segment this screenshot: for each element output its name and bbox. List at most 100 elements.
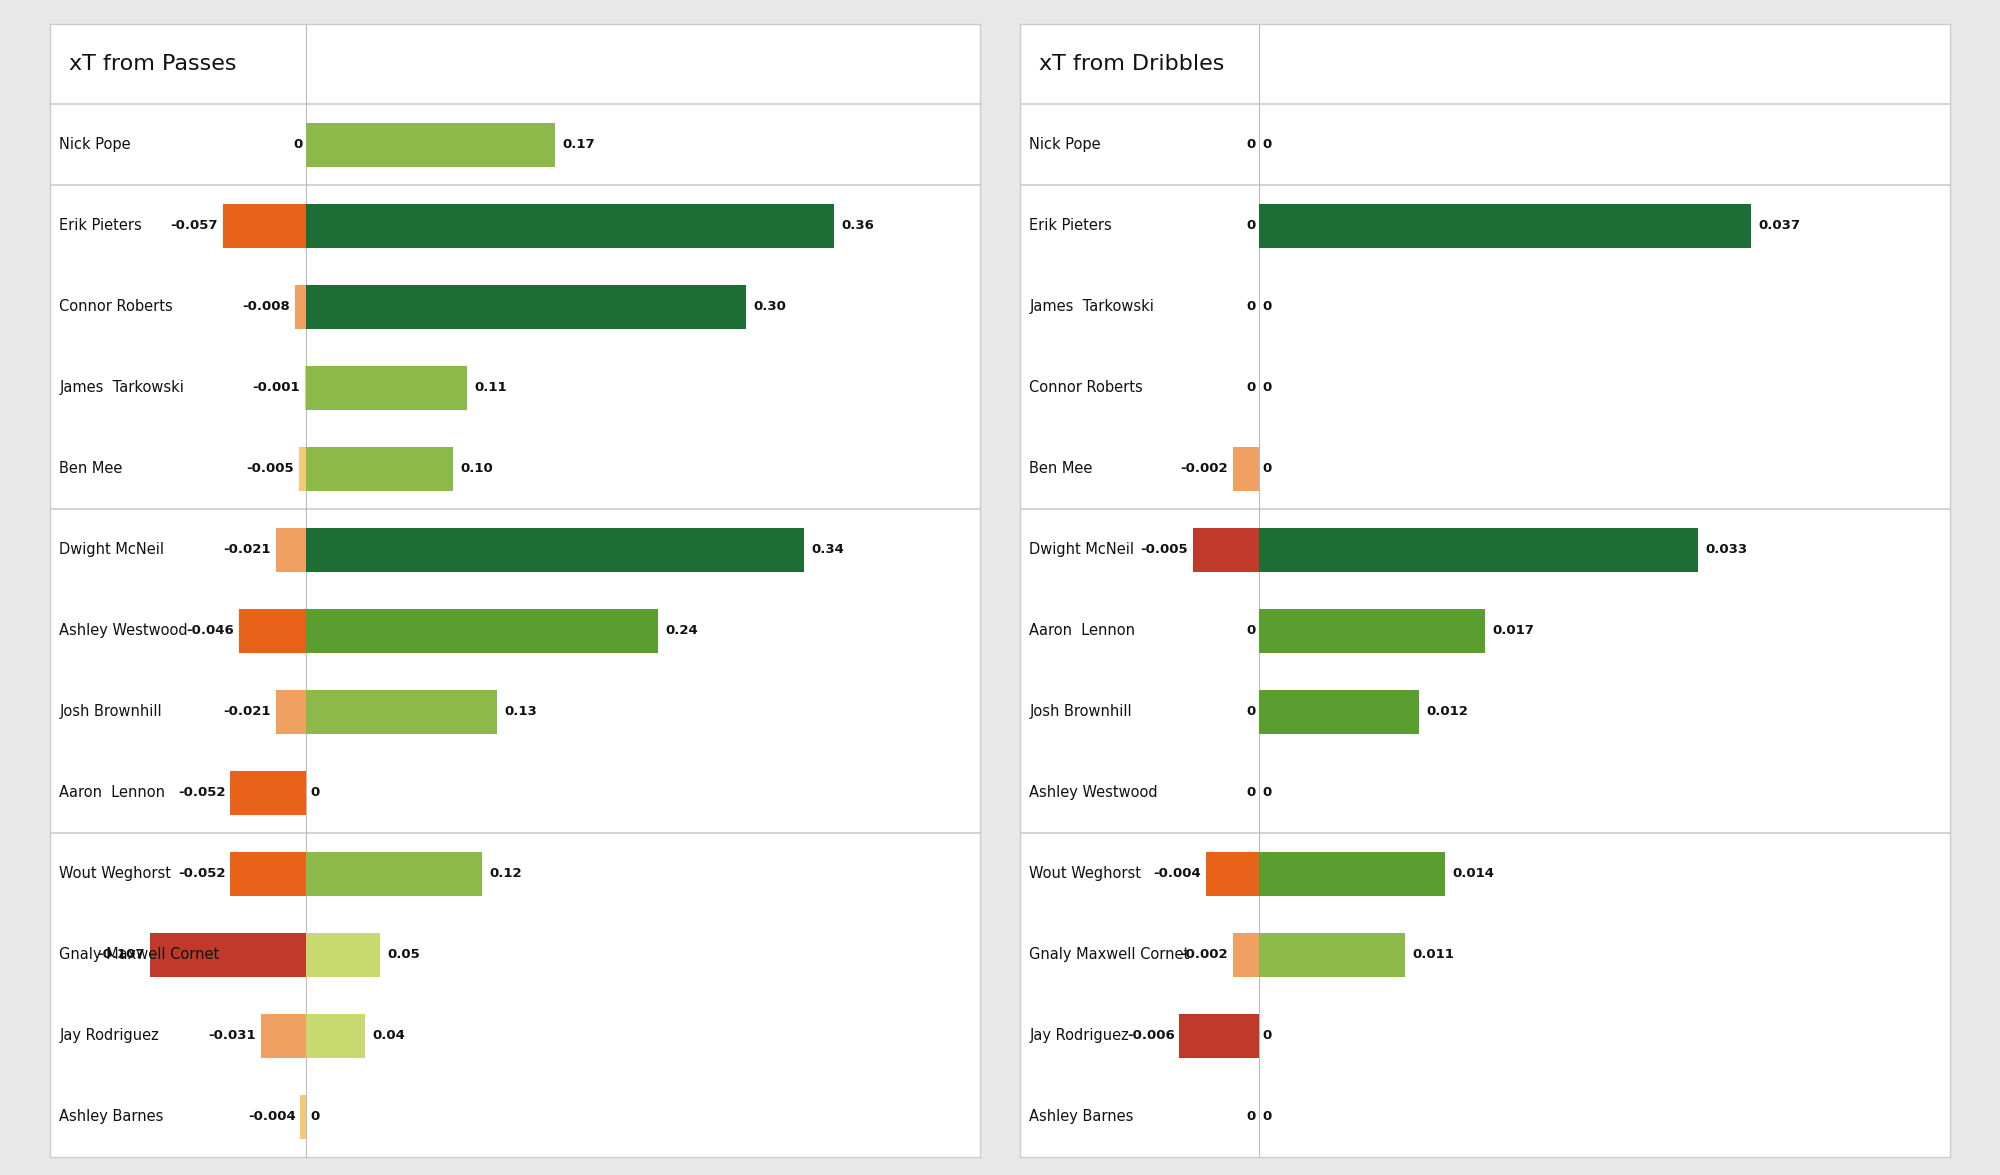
Text: 0: 0: [1246, 705, 1256, 718]
Text: 0: 0: [294, 139, 302, 152]
Bar: [306, 852, 482, 897]
Text: -0.006: -0.006: [1128, 1029, 1174, 1042]
Text: Ben Mee: Ben Mee: [60, 462, 122, 476]
Text: 0: 0: [1246, 139, 1256, 152]
Text: Connor Roberts: Connor Roberts: [1030, 381, 1144, 396]
Text: 0.12: 0.12: [490, 867, 522, 880]
Bar: [300, 1095, 306, 1139]
Text: -0.002: -0.002: [1180, 948, 1228, 961]
Text: xT from Passes: xT from Passes: [68, 54, 236, 74]
Bar: [230, 852, 306, 897]
Text: Ben Mee: Ben Mee: [1030, 462, 1092, 476]
Text: 0: 0: [1262, 139, 1272, 152]
Text: James  Tarkowski: James Tarkowski: [60, 381, 184, 396]
Text: -0.021: -0.021: [224, 705, 270, 718]
Text: 0: 0: [310, 786, 320, 799]
Text: 0: 0: [1262, 382, 1272, 395]
Text: 0.05: 0.05: [386, 948, 420, 961]
Bar: [298, 446, 306, 491]
Bar: [238, 609, 306, 653]
Bar: [306, 365, 468, 410]
Text: 0.014: 0.014: [1452, 867, 1494, 880]
Bar: [306, 446, 452, 491]
Text: 0: 0: [1262, 786, 1272, 799]
Bar: [276, 528, 306, 572]
Text: 0.012: 0.012: [1426, 705, 1468, 718]
Text: 0: 0: [1246, 382, 1256, 395]
Text: James  Tarkowski: James Tarkowski: [1030, 300, 1154, 315]
Text: 0: 0: [1246, 301, 1256, 314]
Text: Jay Rodriguez: Jay Rodriguez: [1030, 1028, 1130, 1043]
Bar: [1260, 933, 1406, 978]
Text: 0.10: 0.10: [460, 463, 492, 476]
Text: 0.017: 0.017: [1492, 624, 1534, 637]
Text: Ashley Barnes: Ashley Barnes: [60, 1109, 164, 1124]
Text: 0: 0: [1246, 624, 1256, 637]
Text: Ashley Barnes: Ashley Barnes: [1030, 1109, 1134, 1124]
Bar: [306, 690, 496, 734]
Bar: [1206, 852, 1260, 897]
Text: 0: 0: [310, 1110, 320, 1123]
Text: -0.005: -0.005: [1140, 544, 1188, 557]
Text: Dwight McNeil: Dwight McNeil: [60, 543, 164, 557]
Bar: [1260, 852, 1446, 897]
Text: Erik Pieters: Erik Pieters: [1030, 219, 1112, 234]
Text: -0.046: -0.046: [186, 624, 234, 637]
Text: 0: 0: [1262, 301, 1272, 314]
Text: Wout Weghorst: Wout Weghorst: [60, 866, 172, 881]
Bar: [1260, 528, 1698, 572]
Text: Wout Weghorst: Wout Weghorst: [1030, 866, 1142, 881]
Text: 0.30: 0.30: [754, 301, 786, 314]
Bar: [306, 284, 746, 329]
Bar: [1192, 528, 1260, 572]
Bar: [306, 609, 658, 653]
Text: 0.36: 0.36: [840, 220, 874, 233]
Text: 0.24: 0.24: [666, 624, 698, 637]
Text: -0.002: -0.002: [1180, 463, 1228, 476]
Bar: [294, 284, 306, 329]
Text: 0: 0: [1262, 1029, 1272, 1042]
Text: Gnaly Maxwell Cornet: Gnaly Maxwell Cornet: [1030, 947, 1190, 962]
Text: 0: 0: [1246, 1110, 1256, 1123]
Text: Ashley Westwood: Ashley Westwood: [1030, 785, 1158, 800]
Text: Dwight McNeil: Dwight McNeil: [1030, 543, 1134, 557]
Bar: [1260, 690, 1418, 734]
Bar: [1180, 1014, 1260, 1059]
Text: Aaron  Lennon: Aaron Lennon: [60, 785, 166, 800]
Text: 0: 0: [1262, 463, 1272, 476]
Text: Gnaly Maxwell Cornet: Gnaly Maxwell Cornet: [60, 947, 220, 962]
Text: 0.011: 0.011: [1412, 948, 1454, 961]
Text: Josh Brownhill: Josh Brownhill: [60, 705, 162, 719]
Bar: [306, 203, 834, 248]
Text: Erik Pieters: Erik Pieters: [60, 219, 142, 234]
Text: -0.001: -0.001: [252, 382, 300, 395]
Text: Aaron  Lennon: Aaron Lennon: [1030, 624, 1136, 638]
Text: -0.031: -0.031: [208, 1029, 256, 1042]
Bar: [1232, 446, 1260, 491]
Text: -0.052: -0.052: [178, 867, 226, 880]
Bar: [150, 933, 306, 978]
Text: 0.17: 0.17: [562, 139, 596, 152]
Text: 0.13: 0.13: [504, 705, 536, 718]
Bar: [222, 203, 306, 248]
Text: -0.004: -0.004: [248, 1110, 296, 1123]
Text: 0.037: 0.037: [1758, 220, 1800, 233]
Text: Nick Pope: Nick Pope: [1030, 137, 1100, 153]
Text: Jay Rodriguez: Jay Rodriguez: [60, 1028, 160, 1043]
Bar: [306, 933, 380, 978]
Bar: [1232, 933, 1260, 978]
Text: 0.34: 0.34: [812, 544, 844, 557]
Text: -0.052: -0.052: [178, 786, 226, 799]
Text: 0: 0: [1246, 220, 1256, 233]
Text: Ashley Westwood: Ashley Westwood: [60, 624, 188, 638]
Bar: [260, 1014, 306, 1059]
Text: -0.008: -0.008: [242, 301, 290, 314]
Text: -0.004: -0.004: [1154, 867, 1202, 880]
Bar: [1260, 203, 1750, 248]
Text: -0.107: -0.107: [98, 948, 144, 961]
Text: 0.033: 0.033: [1706, 544, 1748, 557]
Text: 0: 0: [1262, 1110, 1272, 1123]
Text: Nick Pope: Nick Pope: [60, 137, 130, 153]
Bar: [230, 771, 306, 815]
Bar: [306, 528, 804, 572]
